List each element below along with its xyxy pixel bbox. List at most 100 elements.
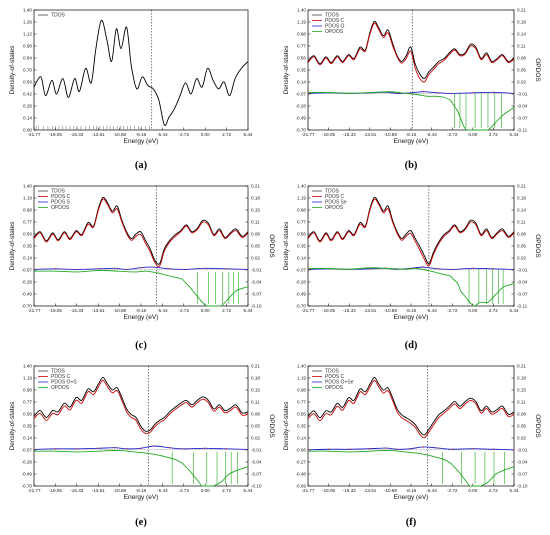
x-tick-label: -21.77 [301,488,314,493]
legend-entry-label: OPDOS [325,385,344,391]
x-tick-label: -5.44 [426,488,437,493]
y-tick-label: 0.35 [297,424,306,429]
y2-tick-label: 0.18 [251,376,260,381]
pdos-point [492,91,494,93]
y-tick-label: -0.70 [296,304,307,309]
x-axis-label: Energy (eV) [124,138,159,145]
y-tick-label: 0.00 [23,128,32,133]
pdos-point [396,448,398,450]
y2-tick-label: -0.04 [251,280,262,285]
x-tick-label: -19.05 [49,308,62,313]
pdos-point [114,447,116,449]
x-tick-label: 5.44 [244,308,253,313]
y-tick-label: 1.19 [297,376,306,381]
series-line-tdos [307,196,515,265]
x-tick-label: -19.05 [322,132,335,137]
y-tick-label: 0.56 [23,80,32,85]
pdos-point [385,447,387,449]
x-tick-label: -13.61 [92,308,105,313]
x-tick-label: -10.88 [384,308,397,313]
x-tick-label: -13.61 [92,488,105,493]
y2-tick-label: 0.14 [517,32,526,37]
x-axis-label: Energy (eV) [394,138,429,145]
x-tick-label: -13.61 [363,488,376,493]
y2-tick-label: 0.05 [517,244,526,249]
pdos-point [410,92,412,94]
y2-tick-label: 0.05 [517,68,526,73]
y-tick-label: -0.70 [22,304,33,309]
legend-entry-label: OPDOS [51,385,70,391]
series-line-opdos [307,449,515,487]
legend-entry-label: PDOS C [51,194,71,200]
x-tick-label: 2.72 [489,308,498,313]
panel-caption: (e) [135,517,147,528]
y-tick-label: 0.35 [297,68,306,73]
x-tick-label: -16.33 [343,132,356,137]
y-axis-label: Density-of-states [9,45,16,95]
pdos-point [33,448,35,451]
legend-entry-label: TDOS [51,189,66,195]
y-tick-label: 1.40 [297,364,306,369]
y2-tick-label: -0.04 [251,460,262,465]
x-tick-label: -8.16 [406,308,417,313]
y-tick-label: -0.49 [296,292,307,297]
pdos-point [140,447,142,449]
x-tick-label: 0.00 [468,488,477,493]
y-tick-label: 0.35 [23,424,32,429]
pdos-point [125,448,128,450]
pdos-point [437,92,439,94]
y2-tick-label: 0.08 [517,412,526,417]
y-tick-label: 1.26 [23,20,32,25]
x-tick-label: -2.72 [447,308,458,313]
y-tick-label: 0.56 [297,232,306,237]
y-tick-label: 0.35 [297,244,306,249]
y-tick-label: 0.14 [297,256,306,261]
y2-tick-label: 0.11 [251,400,260,405]
x-tick-label: -21.77 [301,132,314,137]
y2-tick-label: -0.01 [517,448,528,453]
y2-tick-label: 0.18 [251,196,260,201]
panel-e: -21.77 -19.05 -16.33 -13.61 -10.88 -8.16 -5.44… [9,364,275,528]
panel-f: -21.77 -19.05 -16.33 -13.61 -10.88 -8.16 -5.44… [283,364,541,528]
y2-tick-label: 0.15 [517,388,526,393]
y2-tick-label: 0.18 [517,20,526,25]
pdos-point [422,91,425,93]
y-tick-label: 1.40 [23,364,32,369]
legend-entry-label: TDOS [325,13,340,19]
x-tick-label: -19.05 [322,308,335,313]
series-line-tdos [307,377,515,436]
x-tick-label: -8.16 [136,488,147,493]
panel-c: -21.77 -19.05 -16.33 -13.61 -10.88 -8.16 -5.44… [9,184,275,351]
y-tick-label: 0.70 [23,68,32,73]
x-tick-label: -16.33 [343,308,356,313]
y-tick-label: 1.12 [23,32,32,37]
y2-tick-label: 0.11 [517,44,526,49]
y2-tick-label: 0.08 [251,412,260,417]
y-tick-label: -0.70 [296,128,307,133]
y-tick-label: 0.77 [23,220,32,225]
x-tick-label: 0.00 [201,488,210,493]
x-tick-label: 5.44 [244,488,253,493]
pdos-point [472,92,474,94]
pdos-point [125,268,128,271]
pdos-point [183,448,185,450]
y-axis-label: Density-of-states [9,221,16,271]
y2-tick-label: -0.07 [251,292,262,297]
y-tick-label: 0.28 [23,104,32,109]
y-tick-label: 0.14 [297,436,306,441]
series-line-tdos [33,19,249,126]
y2-tick-label: -0.07 [517,116,528,121]
pdos-point [33,268,35,271]
pdos-point [76,448,78,450]
legend-entry-label: PDOS C [325,374,345,380]
pdos-point [348,448,351,450]
y2-tick-label: 0.21 [517,184,526,189]
pdos-point [114,267,116,269]
pdos-point [225,448,228,450]
y-tick-label: 0.84 [23,56,32,61]
y-tick-label: -0.07 [296,268,307,273]
